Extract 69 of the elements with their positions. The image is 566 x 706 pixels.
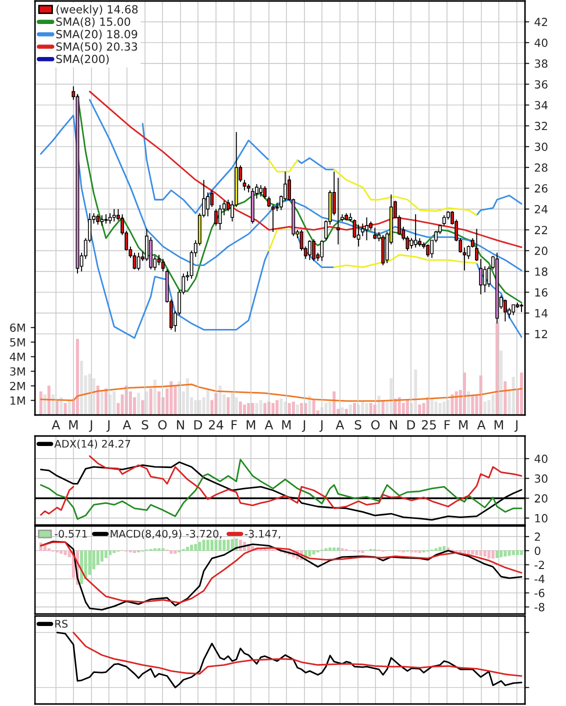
- x-tick-label: 25: [422, 420, 436, 430]
- x-tick-label: S: [142, 420, 148, 430]
- y-tick-label: 22: [534, 226, 548, 234]
- x-tick-label: D: [407, 420, 416, 430]
- y-tick-label: 36: [534, 80, 548, 89]
- x-tick-label: J: [106, 420, 110, 432]
- x-tick-label: A: [336, 420, 344, 430]
- y-tick-label: 28: [534, 163, 548, 172]
- y-tick-label: -8: [534, 602, 544, 612]
- x-tick-label: S: [354, 420, 362, 430]
- y2-tick-label: 5M: [10, 338, 25, 346]
- y-tick-label: 38: [534, 59, 548, 68]
- y-tick-label: 34: [534, 100, 548, 110]
- y-tick-label: 32: [534, 122, 548, 130]
- legend-label: RS: [55, 620, 68, 628]
- y-tick-label: -4: [534, 574, 544, 584]
- y2-tick-label: 4M: [10, 352, 25, 361]
- y-tick-label: 2: [534, 532, 540, 541]
- y-tick-label: 16: [535, 288, 548, 297]
- x-tick-label: A: [264, 420, 274, 430]
- y-tick-label: 18: [535, 267, 548, 276]
- x-tick-label: 24: [208, 420, 224, 430]
- legend-label: MACD(8,40,9) -3.720,: [110, 530, 222, 539]
- y-tick-label: 20: [534, 246, 548, 256]
- x-tick-label: J: [319, 420, 323, 432]
- legend-label: SMA(50) 20.33: [56, 42, 138, 52]
- x-tick-label: M: [246, 420, 256, 430]
- x-tick-label: J: [302, 420, 306, 432]
- x-tick-label: O: [158, 420, 167, 430]
- x-tick-label: F: [444, 420, 450, 430]
- legend-label: ADX(14) 24.27: [54, 440, 130, 449]
- y-tick-label: 30: [534, 142, 548, 152]
- x-tick-label: M: [494, 420, 503, 430]
- x-tick-label: F: [232, 420, 237, 430]
- x-tick-label: A: [477, 420, 486, 430]
- y-tick-label: 12: [535, 330, 548, 338]
- y-tick-label: 30: [534, 474, 548, 483]
- x-tick-label: A: [122, 420, 132, 430]
- legend-label: SMA(20) 18.09: [56, 30, 138, 40]
- x-tick-label: M: [459, 420, 468, 430]
- y-tick-label: 26: [534, 184, 548, 193]
- x-tick-label: N: [390, 420, 397, 430]
- legend-label: -3.147,: [244, 530, 280, 539]
- x-tick-label: J: [88, 420, 92, 432]
- y2-tick-label: 2M: [10, 382, 25, 390]
- y2-tick-label: 1M: [10, 396, 25, 405]
- y-tick-label: 10: [535, 514, 548, 522]
- x-tick-label: O: [371, 420, 380, 430]
- x-tick-label: M: [282, 420, 291, 430]
- x-tick-label: J: [514, 420, 518, 432]
- y2-tick-label: 3M: [10, 367, 25, 376]
- y-tick-label: 0: [534, 546, 540, 556]
- legend-label: -0.571: [54, 530, 87, 538]
- x-tick-label: D: [194, 420, 202, 430]
- legend-label: (weekly) 14.68: [56, 4, 138, 16]
- y-tick-label: 20: [534, 494, 548, 503]
- legend-label: SMA(200): [56, 54, 109, 64]
- y-tick-label: 24: [534, 205, 548, 214]
- y-tick-label: 42: [534, 18, 548, 26]
- y2-tick-label: 6M: [10, 324, 25, 332]
- y-tick-label: 14: [535, 309, 548, 318]
- legend-label: SMA(8) 15.00: [56, 17, 130, 28]
- y-tick-label: -6: [534, 588, 544, 598]
- x-tick-label: A: [52, 420, 60, 430]
- y-tick-label: 40: [534, 454, 548, 463]
- x-tick-label: M: [69, 420, 78, 430]
- y-tick-label: -2: [534, 560, 544, 569]
- y-tick-label: 40: [534, 38, 548, 47]
- x-tick-label: N: [177, 420, 184, 430]
